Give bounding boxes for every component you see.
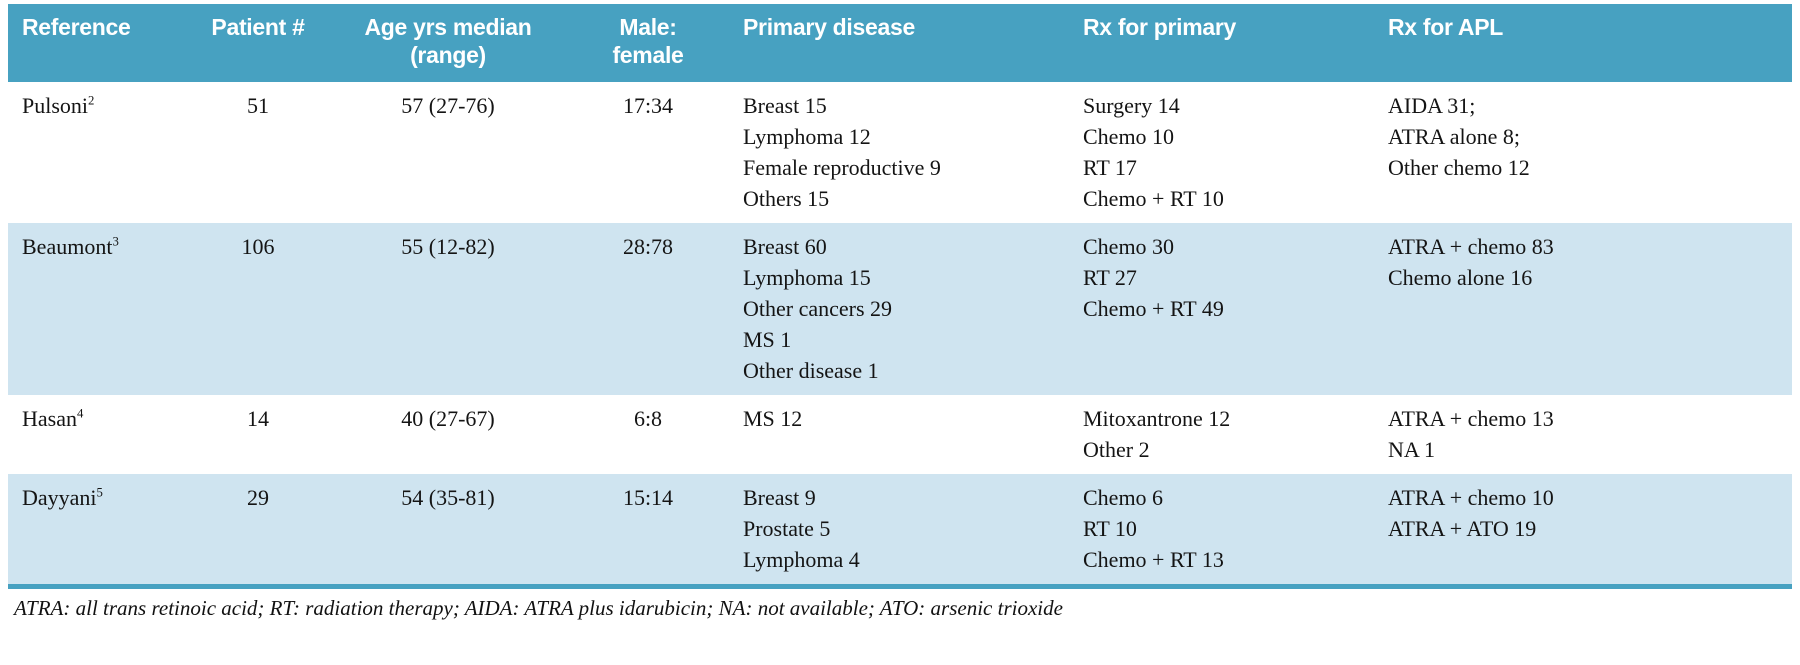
reference-name: Pulsoni (22, 93, 89, 118)
cell-line: RT 10 (1083, 516, 1137, 541)
cell-line: Chemo 10 (1083, 124, 1175, 149)
table-row: Dayyani5 29 54 (35-81) 15:14 Breast 9 Pr… (8, 474, 1792, 587)
table-row: Pulsoni2 51 57 (27-76) 17:34 Breast 15 L… (8, 82, 1792, 223)
cell-line: Breast 15 (743, 93, 827, 118)
cell-rx-apl: AIDA 31; ATRA alone 8; Other chemo 12 (1378, 82, 1792, 223)
cell-line: Lymphoma 15 (743, 265, 871, 290)
cell-male-female: 17:34 (622, 93, 674, 118)
cell-line: AIDA 31; (1388, 93, 1476, 118)
header-primary-disease: Primary disease (733, 4, 1073, 82)
cell-line: RT 27 (1083, 265, 1137, 290)
reference-citation: 2 (88, 93, 95, 108)
cell-line: Other cancers 29 (743, 296, 893, 321)
reference-name: Dayyani (22, 485, 97, 510)
table-footnote: ATRA: all trans retinoic acid; RT: radia… (14, 596, 1063, 620)
header-rx-primary: Rx for primary (1073, 4, 1378, 82)
cell-primary-disease: Breast 60 Lymphoma 15 Other cancers 29 M… (733, 223, 1073, 395)
cell-line: ATRA + chemo 13 (1388, 406, 1554, 431)
header-male-female: Male: female (563, 4, 733, 82)
cell-line: NA 1 (1388, 437, 1436, 462)
cell-age: 55 (12-82) (333, 223, 563, 395)
cell-reference: Hasan4 (8, 395, 183, 474)
cell-primary-disease: MS 12 (733, 395, 1073, 474)
header-reference: Reference (8, 4, 183, 82)
cell-rx-primary: Chemo 6 RT 10 Chemo + RT 13 (1073, 474, 1378, 587)
table-row: Hasan4 14 40 (27-67) 6:8 MS 12 Mitoxantr… (8, 395, 1792, 474)
cell-male-female: 6:8 (633, 406, 663, 431)
cell-line: Others 15 (743, 186, 830, 211)
cell-rx-primary: Chemo 30 RT 27 Chemo + RT 49 (1073, 223, 1378, 395)
cell-line: Breast 9 (743, 485, 816, 510)
cell-line: Lymphoma 12 (743, 124, 871, 149)
cell-age: 54 (35-81) (333, 474, 563, 587)
reference-name: Hasan (22, 406, 77, 431)
cell-line: Mitoxantrone 12 (1083, 406, 1231, 431)
cell-line: ATRA alone 8; (1388, 124, 1520, 149)
reference-citation: 3 (112, 234, 119, 249)
cell-rx-apl: ATRA + chemo 83 Chemo alone 16 (1378, 223, 1792, 395)
cell-line: Chemo 6 (1083, 485, 1164, 510)
cell-line: Breast 60 (743, 234, 827, 259)
cell-reference: Dayyani5 (8, 474, 183, 587)
cell-rx-primary: Surgery 14 Chemo 10 RT 17 Chemo + RT 10 (1073, 82, 1378, 223)
cell-primary-disease: Breast 9 Prostate 5 Lymphoma 4 (733, 474, 1073, 587)
cell-line: ATRA + ATO 19 (1388, 516, 1537, 541)
cell-patient-count: 51 (247, 93, 269, 118)
cell-line: Other disease 1 (743, 358, 879, 383)
cell-reference: Beaumont3 (8, 223, 183, 395)
table-row: Beaumont3 106 55 (12-82) 28:78 Breast 60… (8, 223, 1792, 395)
cell-line: MS 1 (743, 327, 792, 352)
reference-citation: 5 (96, 485, 103, 500)
cell-line: Other 2 (1083, 437, 1150, 462)
cell-patient-count: 106 (183, 223, 333, 395)
cell-reference: Pulsoni2 (8, 82, 183, 223)
cell-age: 40 (27-67) (401, 406, 495, 431)
cell-line: Female reproductive 9 (743, 155, 941, 180)
cell-line: Chemo + RT 13 (1083, 547, 1224, 572)
cell-male-female: 15:14 (563, 474, 733, 587)
reference-citation: 4 (76, 406, 84, 421)
header-age-line2: (range) (410, 42, 486, 68)
cell-line: Other chemo 12 (1388, 155, 1530, 180)
reference-name: Beaumont (22, 234, 113, 259)
header-male-female-line1: Male: (619, 14, 677, 40)
header-rx-apl: Rx for APL (1378, 4, 1792, 82)
cell-line: RT 17 (1083, 155, 1137, 180)
cell-primary-disease: Breast 15 Lymphoma 12 Female reproductiv… (733, 82, 1073, 223)
cell-line: Chemo + RT 10 (1083, 186, 1224, 211)
cell-patient-count: 14 (247, 406, 269, 431)
cell-line: MS 12 (743, 406, 803, 431)
cell-rx-primary: Mitoxantrone 12 Other 2 (1073, 395, 1378, 474)
cell-line: Surgery 14 (1083, 93, 1180, 118)
cell-line: ATRA + chemo 83 (1388, 234, 1554, 259)
cell-line: ATRA + chemo 10 (1388, 485, 1554, 510)
clinical-table: Reference Patient # Age yrs median (rang… (8, 4, 1792, 589)
header-age-line1: Age yrs median (364, 14, 532, 40)
header-male-female-line2: female (612, 42, 684, 68)
cell-patient-count: 29 (183, 474, 333, 587)
header-age: Age yrs median (range) (333, 4, 563, 82)
cell-rx-apl: ATRA + chemo 10 ATRA + ATO 19 (1378, 474, 1792, 587)
cell-age: 57 (27-76) (401, 93, 495, 118)
cell-line: Prostate 5 (743, 516, 831, 541)
cell-line: Chemo 30 (1083, 234, 1175, 259)
cell-rx-apl: ATRA + chemo 13 NA 1 (1378, 395, 1792, 474)
table-figure: Reference Patient # Age yrs median (rang… (8, 4, 1792, 620)
cell-line: Chemo + RT 49 (1083, 296, 1224, 321)
cell-line: Chemo alone 16 (1388, 265, 1533, 290)
cell-male-female: 28:78 (563, 223, 733, 395)
header-patient-count: Patient # (183, 4, 333, 82)
table-header-row: Reference Patient # Age yrs median (rang… (8, 4, 1792, 82)
cell-line: Lymphoma 4 (743, 547, 860, 572)
